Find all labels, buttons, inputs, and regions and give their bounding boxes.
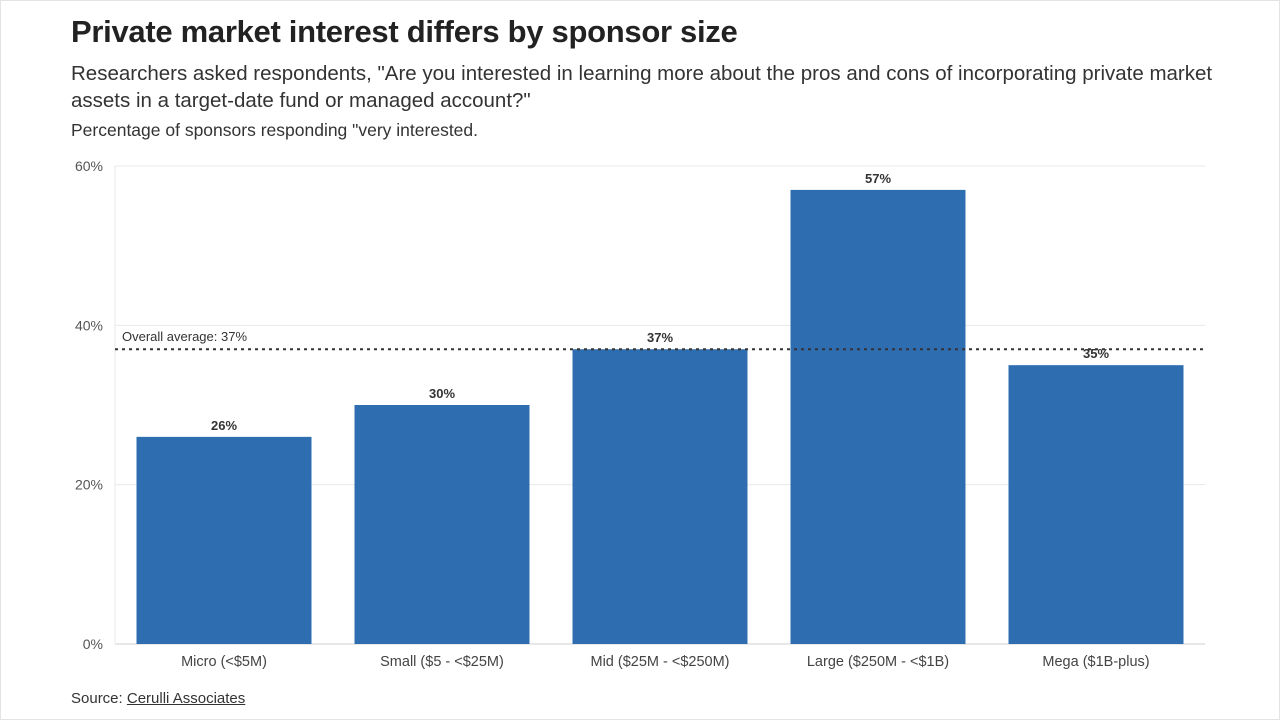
source-line: Source: Cerulli Associates — [71, 690, 245, 707]
chart-title: Private market interest differs by spons… — [71, 14, 738, 49]
x-category-label-1: Micro (<$5M) — [181, 654, 267, 670]
bars: 26%30%37%57%35% — [136, 171, 1184, 644]
y-tick-label-20: 20% — [75, 477, 103, 493]
y-tick-label-60: 60% — [75, 158, 103, 174]
bar-4 — [790, 189, 966, 644]
data-label-4: 57% — [865, 171, 891, 186]
x-category-label-4: Large ($250M - <$1B) — [807, 654, 949, 670]
reference-line-group: Overall average: 37% — [115, 329, 1207, 351]
x-category-label-5: Mega ($1B-plus) — [1042, 654, 1149, 670]
data-label-1: 26% — [211, 418, 237, 433]
overall-average-label: Overall average: 37% — [122, 329, 247, 344]
y-tick-label-40: 40% — [75, 317, 103, 333]
bar-1 — [136, 436, 312, 644]
x-category-label-2: Small ($5 - <$25M) — [380, 654, 504, 670]
x-category-label-3: Mid ($25M - <$250M) — [590, 654, 729, 670]
bar-3 — [572, 349, 748, 644]
bar-2 — [354, 405, 530, 644]
bar-5 — [1008, 365, 1184, 644]
source-link[interactable]: Cerulli Associates — [126, 690, 246, 707]
x-axis-labels: Micro (<$5M) Small ($5 - <$25M) Mid ($25M … — [181, 654, 1150, 670]
source-prefix: Source: — [71, 690, 127, 707]
y-axis-ticks: 0% 20% 40% 60% — [75, 158, 103, 652]
chart-subtitle: Researchers asked respondents, "Are you … — [71, 62, 1213, 112]
data-label-2: 30% — [429, 386, 455, 401]
data-label-3: 37% — [647, 330, 673, 345]
chart-note: Percentage of sponsors responding "very … — [71, 120, 479, 140]
y-tick-label-0: 0% — [83, 636, 103, 652]
